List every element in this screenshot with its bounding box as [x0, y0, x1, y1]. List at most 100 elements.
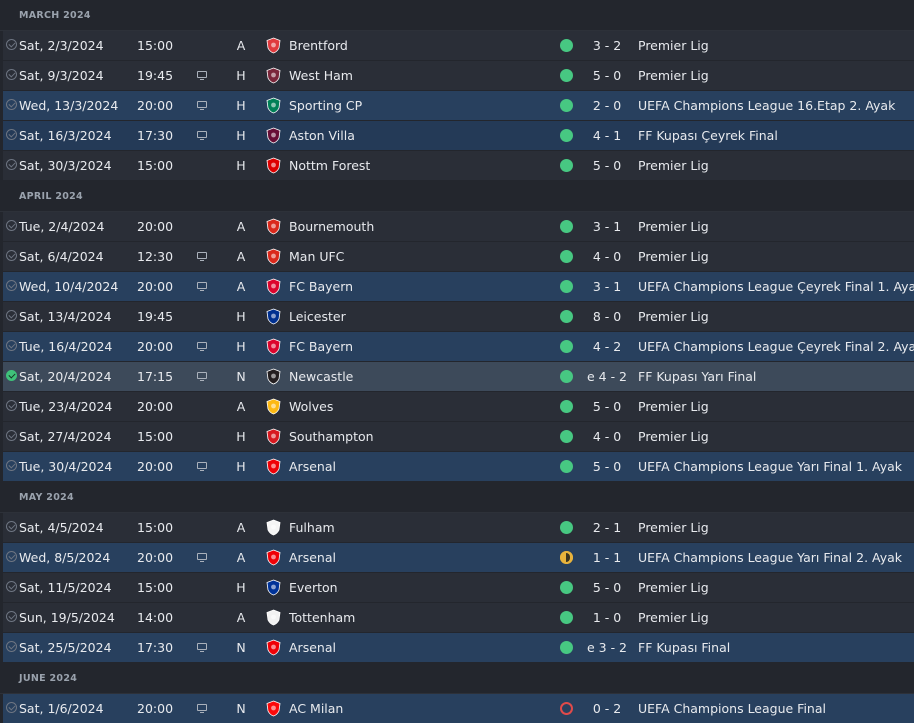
check-icon[interactable] — [6, 581, 17, 592]
match-score[interactable]: e 3 - 2 — [586, 640, 628, 655]
match-score[interactable]: 0 - 2 — [592, 701, 622, 716]
opponent-name[interactable]: Newcastle — [289, 369, 354, 384]
opponent-name[interactable]: Nottm Forest — [289, 158, 371, 173]
match-score[interactable]: 3 - 1 — [592, 279, 622, 294]
match-score[interactable]: 4 - 0 — [592, 249, 622, 264]
match-score[interactable]: e 4 - 2 — [586, 369, 628, 384]
opponent-name[interactable]: Arsenal — [289, 459, 336, 474]
check-icon[interactable] — [6, 702, 17, 713]
match-score[interactable]: 5 - 0 — [592, 68, 622, 83]
competition-name[interactable]: FF Kupası Final — [638, 640, 731, 655]
opponent-name[interactable]: Wolves — [289, 399, 334, 414]
competition-name[interactable]: Premier Lig — [638, 429, 709, 444]
opponent-name[interactable]: Leicester — [289, 309, 346, 324]
check-icon[interactable] — [6, 641, 17, 652]
opponent-name[interactable]: Aston Villa — [289, 128, 355, 143]
opponent-name[interactable]: FC Bayern — [289, 339, 354, 354]
match-score[interactable]: 1 - 0 — [592, 610, 622, 625]
match-row[interactable]: Sat, 11/5/2024 15:00 H Everton 5 - 0 Premier … — [3, 573, 914, 602]
check-icon[interactable] — [6, 129, 17, 140]
match-row[interactable]: Sat, 30/3/2024 15:00 H Nottm Forest 5 - 0 Pre… — [3, 151, 914, 180]
match-score[interactable]: 1 - 1 — [592, 550, 622, 565]
competition-name[interactable]: Premier Lig — [638, 38, 709, 53]
competition-name[interactable]: UEFA Champions League Çeyrek Final 2. Ay… — [638, 339, 914, 354]
check-icon[interactable] — [6, 430, 17, 441]
check-icon[interactable] — [6, 400, 17, 411]
competition-name[interactable]: Premier Lig — [638, 520, 709, 535]
match-row[interactable]: Wed, 8/5/2024 20:00 A Arsenal 1 - 1 UEFA Cham… — [3, 543, 914, 572]
check-icon[interactable] — [6, 99, 17, 110]
match-row[interactable]: Sun, 19/5/2024 14:00 A Tottenham 1 - 0 Premie… — [3, 603, 914, 632]
match-row[interactable]: Tue, 16/4/2024 20:00 H FC Bayern 4 - 2 UEFA C… — [3, 332, 914, 361]
competition-name[interactable]: Premier Lig — [638, 610, 709, 625]
match-score[interactable]: 5 - 0 — [592, 158, 622, 173]
opponent-name[interactable]: West Ham — [289, 68, 353, 83]
opponent-name[interactable]: Brentford — [289, 38, 348, 53]
match-score[interactable]: 8 - 0 — [592, 309, 622, 324]
match-score[interactable]: 2 - 1 — [592, 520, 622, 535]
opponent-name[interactable]: Everton — [289, 580, 338, 595]
match-score[interactable]: 2 - 0 — [592, 98, 622, 113]
match-row[interactable]: Sat, 2/3/2024 15:00 A Brentford 3 - 2 Premier… — [3, 31, 914, 60]
opponent-name[interactable]: Bournemouth — [289, 219, 375, 234]
match-row[interactable]: Sat, 4/5/2024 15:00 A Fulham 2 - 1 Premier Li… — [3, 513, 914, 542]
competition-name[interactable]: Premier Lig — [638, 309, 709, 324]
match-row[interactable]: Wed, 13/3/2024 20:00 H Sporting CP 2 - 0 UEFA… — [3, 91, 914, 120]
check-icon[interactable] — [6, 521, 17, 532]
match-row[interactable]: Sat, 20/4/2024 17:15 N Newcastle e 4 - 2 FF K… — [3, 362, 914, 391]
match-row[interactable]: Sat, 27/4/2024 15:00 H Southampton 4 - 0 Prem… — [3, 422, 914, 451]
opponent-name[interactable]: Sporting CP — [289, 98, 363, 113]
match-score[interactable]: 3 - 1 — [592, 219, 622, 234]
competition-name[interactable]: UEFA Champions League Yarı Final 2. Ayak — [638, 550, 903, 565]
match-row[interactable]: Sat, 13/4/2024 19:45 H Leicester 8 - 0 Premie… — [3, 302, 914, 331]
opponent-name[interactable]: AC Milan — [289, 701, 344, 716]
match-score[interactable]: 5 - 0 — [592, 459, 622, 474]
competition-name[interactable]: FF Kupası Çeyrek Final — [638, 128, 778, 143]
opponent-name[interactable]: Fulham — [289, 520, 335, 535]
match-score[interactable]: 4 - 2 — [592, 339, 622, 354]
match-score[interactable]: 4 - 0 — [592, 429, 622, 444]
match-score[interactable]: 5 - 0 — [592, 399, 622, 414]
match-row[interactable]: Sat, 6/4/2024 12:30 A Man UFC 4 - 0 Premier L… — [3, 242, 914, 271]
match-row[interactable]: Sat, 1/6/2024 20:00 N AC Milan 0 - 2 UEFA Cha… — [3, 694, 914, 723]
match-row[interactable]: Sat, 16/3/2024 17:30 H Aston Villa 4 - 1 FF K… — [3, 121, 914, 150]
competition-name[interactable]: UEFA Champions League Yarı Final 1. Ayak — [638, 459, 903, 474]
check-icon[interactable] — [6, 611, 17, 622]
competition-name[interactable]: UEFA Champions League 16.Etap 2. Ayak — [638, 98, 896, 113]
check-icon[interactable] — [6, 250, 17, 261]
competition-name[interactable]: Premier Lig — [638, 219, 709, 234]
check-icon[interactable] — [6, 220, 17, 231]
check-icon[interactable] — [6, 551, 17, 562]
match-row[interactable]: Wed, 10/4/2024 20:00 A FC Bayern 3 - 1 UEFA C… — [3, 272, 914, 301]
check-icon[interactable] — [6, 280, 17, 291]
match-row[interactable]: Sat, 25/5/2024 17:30 N Arsenal e 3 - 2 FF Kup… — [3, 633, 914, 662]
opponent-name[interactable]: Tottenham — [289, 610, 356, 625]
check-icon[interactable] — [6, 370, 17, 381]
check-icon[interactable] — [6, 340, 17, 351]
competition-name[interactable]: FF Kupası Yarı Final — [638, 369, 757, 384]
check-icon[interactable] — [6, 460, 17, 471]
match-score[interactable]: 3 - 2 — [592, 38, 622, 53]
opponent-name[interactable]: Man UFC — [289, 249, 345, 264]
competition-name[interactable]: Premier Lig — [638, 249, 709, 264]
check-icon[interactable] — [6, 159, 17, 170]
match-score[interactable]: 5 - 0 — [592, 580, 622, 595]
match-row[interactable]: Tue, 30/4/2024 20:00 H Arsenal 5 - 0 UEFA Cha… — [3, 452, 914, 481]
check-icon[interactable] — [6, 39, 17, 50]
competition-name[interactable]: Premier Lig — [638, 68, 709, 83]
check-icon[interactable] — [6, 69, 17, 80]
opponent-name[interactable]: Arsenal — [289, 550, 336, 565]
competition-name[interactable]: Premier Lig — [638, 580, 709, 595]
match-score[interactable]: 4 - 1 — [592, 128, 622, 143]
match-row[interactable]: Sat, 9/3/2024 19:45 H West Ham 5 - 0 Premier … — [3, 61, 914, 90]
match-row[interactable]: Tue, 2/4/2024 20:00 A Bournemouth 3 - 1 Premi… — [3, 212, 914, 241]
check-icon[interactable] — [6, 310, 17, 321]
competition-name[interactable]: Premier Lig — [638, 158, 709, 173]
opponent-name[interactable]: Southampton — [289, 429, 374, 444]
match-row[interactable]: Tue, 23/4/2024 20:00 A Wolves 5 - 0 Premier L… — [3, 392, 914, 421]
competition-name[interactable]: Premier Lig — [638, 399, 709, 414]
competition-name[interactable]: UEFA Champions League Çeyrek Final 1. Ay… — [638, 279, 914, 294]
competition-name[interactable]: UEFA Champions League Final — [638, 701, 826, 716]
opponent-name[interactable]: Arsenal — [289, 640, 336, 655]
opponent-name[interactable]: FC Bayern — [289, 279, 354, 294]
